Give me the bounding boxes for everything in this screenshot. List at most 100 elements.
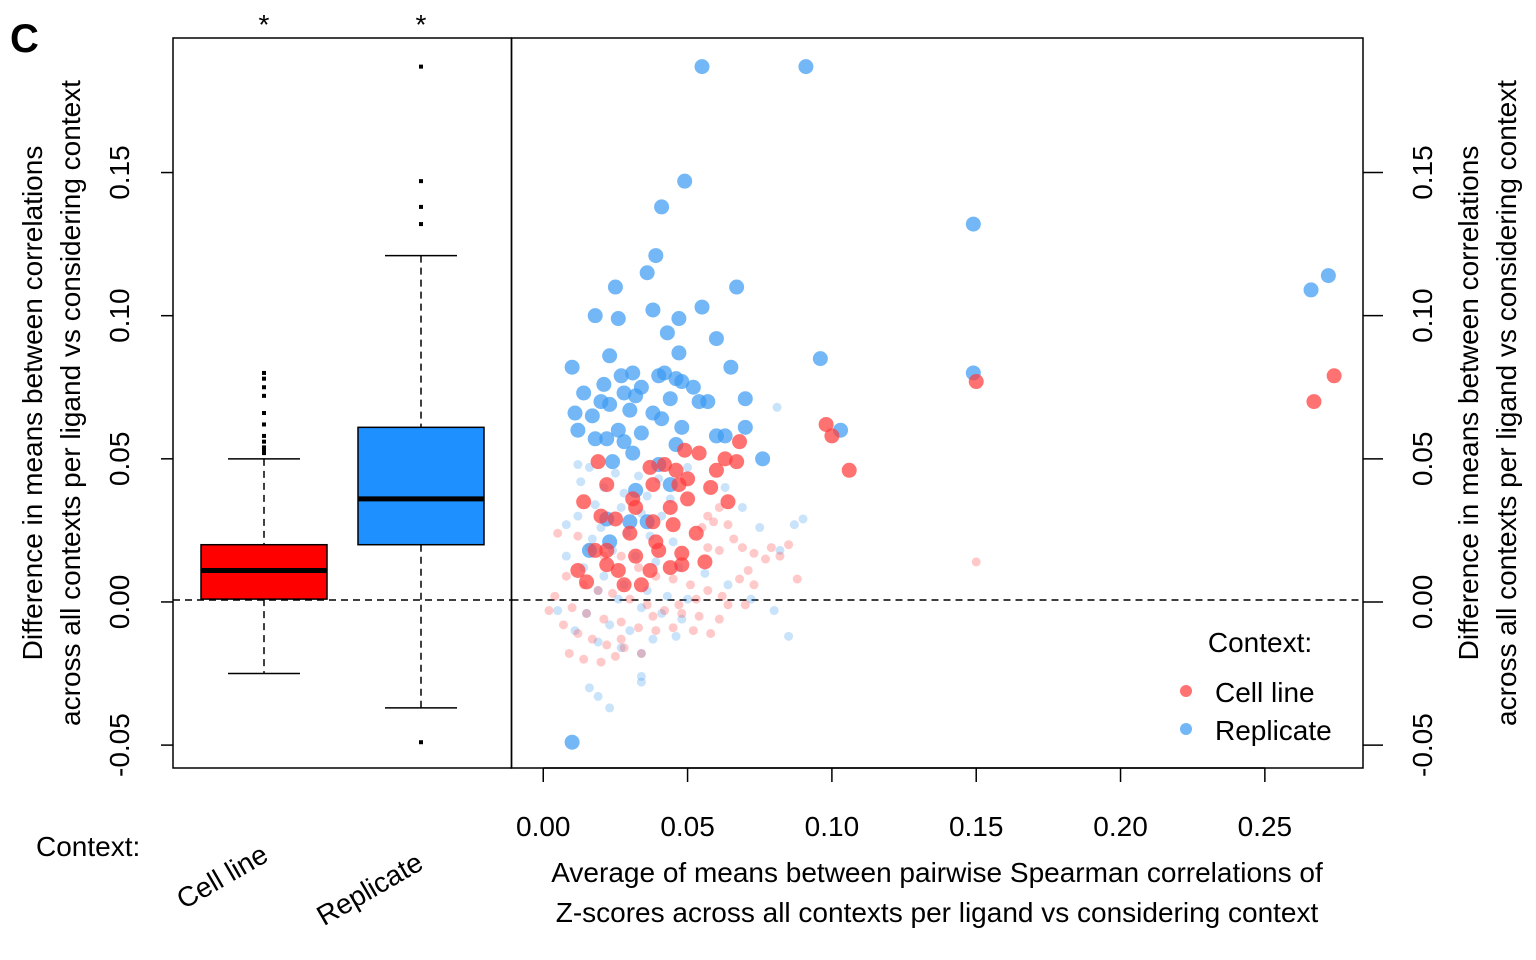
scatter-point-replicate bbox=[564, 359, 580, 375]
scatter-point-replicate bbox=[605, 703, 615, 713]
box-outlier bbox=[419, 740, 423, 745]
scatter-point-cell-line bbox=[616, 634, 626, 644]
right-y-tick-label: 0.15 bbox=[1407, 145, 1438, 200]
scatter-point-replicate bbox=[648, 634, 658, 644]
scatter-point-replicate bbox=[784, 631, 794, 641]
scatter-point-replicate bbox=[553, 606, 563, 616]
box-category-axis-title: Context: bbox=[36, 831, 140, 862]
box-outlier bbox=[262, 439, 266, 444]
scatter-point-replicate bbox=[662, 591, 672, 601]
right-y-axis-title: Difference in means between correlations… bbox=[1453, 80, 1522, 726]
scatter-point-replicate bbox=[607, 279, 623, 295]
scatter-point-cell-line bbox=[633, 577, 649, 593]
scatter-point-cell-line bbox=[625, 594, 635, 604]
panel-label: C bbox=[10, 17, 39, 61]
scatter-point-replicate bbox=[599, 571, 609, 581]
scatter-point-cell-line bbox=[602, 640, 612, 650]
scatter-point-cell-line bbox=[599, 614, 609, 624]
scatter-point-cell-line bbox=[567, 603, 577, 613]
scatter-point-replicate bbox=[587, 534, 597, 544]
scatter-point-replicate bbox=[622, 514, 638, 530]
scatter-point-cell-line bbox=[665, 517, 681, 533]
scatter-point-cell-line bbox=[729, 454, 745, 470]
box-categories: Cell line Replicate bbox=[171, 838, 428, 931]
legend: Context: Cell line Replicate bbox=[1180, 627, 1332, 746]
scatter-point-cell-line bbox=[616, 577, 632, 593]
scatter-point-cell-line bbox=[587, 542, 603, 558]
scatter-point-replicate bbox=[561, 551, 571, 561]
box-outlier bbox=[262, 422, 266, 427]
box-outlier bbox=[262, 376, 266, 381]
box-iqr bbox=[357, 426, 485, 546]
scatter-point-replicate bbox=[755, 523, 765, 533]
scatter-point-replicate bbox=[1303, 282, 1319, 298]
scatter-point-cell-line bbox=[703, 586, 713, 596]
scatter-point-replicate bbox=[599, 431, 615, 447]
scatter-point-replicate bbox=[737, 502, 747, 512]
scatter-point-cell-line bbox=[723, 520, 733, 530]
scatter-point-cell-line bbox=[743, 565, 753, 575]
legend-title: Context: bbox=[1208, 627, 1312, 658]
scatter-point-cell-line bbox=[573, 531, 583, 541]
scatter-point-cell-line bbox=[608, 588, 618, 598]
box-outlier bbox=[262, 393, 266, 398]
box-outlier bbox=[262, 411, 266, 416]
scatter-point-replicate bbox=[590, 500, 600, 510]
scatter-point-cell-line bbox=[737, 543, 747, 553]
scatter-point-replicate bbox=[789, 520, 799, 530]
scatter-point-cell-line bbox=[550, 591, 560, 601]
box-outlier bbox=[262, 370, 266, 375]
scatter-point-cell-line bbox=[619, 643, 629, 653]
scatter-point-cell-line bbox=[720, 494, 736, 510]
scatter-point-replicate bbox=[584, 408, 600, 424]
scatter-points bbox=[544, 59, 1342, 750]
scatter-point-replicate bbox=[636, 671, 646, 681]
scatter-point-replicate bbox=[602, 348, 618, 364]
scatter-point-cell-line bbox=[599, 477, 615, 493]
scatter-point-replicate bbox=[616, 643, 626, 653]
scatter-point-replicate bbox=[798, 59, 814, 75]
scatter-point-cell-line bbox=[703, 543, 713, 553]
scatter-point-replicate bbox=[616, 502, 626, 512]
scatter-point-cell-line bbox=[564, 648, 574, 658]
scatter-point-replicate bbox=[570, 422, 586, 438]
scatter-point-cell-line bbox=[668, 574, 678, 584]
scatter-point-cell-line bbox=[642, 600, 652, 610]
scatter-point-replicate bbox=[729, 279, 745, 295]
scatter-point-cell-line bbox=[688, 626, 698, 636]
left-y-axis-title-line-2: across all contexts per ligand vs consid… bbox=[55, 80, 86, 726]
right-y-tick-label: 0.05 bbox=[1407, 432, 1438, 487]
scatter-point-cell-line bbox=[576, 494, 592, 510]
scatter-point-replicate bbox=[596, 376, 612, 392]
scatter-point-replicate bbox=[610, 422, 626, 438]
scatter-point-replicate bbox=[584, 683, 594, 693]
scatter-point-replicate bbox=[616, 434, 632, 450]
scatter-point-replicate bbox=[700, 394, 716, 410]
box-outlier bbox=[262, 448, 266, 453]
scatter-point-cell-line bbox=[691, 445, 707, 461]
scatter-point-replicate bbox=[694, 299, 710, 315]
scatter-point-replicate bbox=[746, 594, 756, 604]
box-outlier bbox=[262, 385, 266, 390]
right-y-axis-title-line-2: across all contexts per ligand vs consid… bbox=[1491, 80, 1522, 726]
legend-marker bbox=[1180, 685, 1192, 697]
scatter-point-cell-line bbox=[634, 623, 644, 633]
scatter-point-replicate bbox=[610, 468, 620, 478]
scatter-point-cell-line bbox=[573, 628, 583, 638]
scatter-point-replicate bbox=[576, 477, 586, 487]
legend-label: Replicate bbox=[1215, 715, 1332, 746]
scatter-point-cell-line bbox=[968, 374, 984, 390]
scatter-point-cell-line bbox=[553, 528, 563, 538]
scatter-point-cell-line bbox=[761, 554, 771, 564]
box-plot-panel: -0.05 0.00 0.05 0.10 0.15 Difference in mean… bbox=[17, 9, 513, 932]
scatter-point-cell-line bbox=[579, 654, 589, 664]
scatter-point-cell-line bbox=[610, 562, 626, 578]
scatter-point-replicate bbox=[633, 425, 649, 441]
scatter-point-replicate bbox=[700, 568, 710, 578]
significance-marker: * bbox=[416, 9, 427, 40]
scatter-point-cell-line bbox=[706, 628, 716, 638]
scatter-point-cell-line bbox=[622, 525, 638, 541]
scatter-point-cell-line bbox=[642, 459, 658, 475]
scatter-point-cell-line bbox=[616, 551, 626, 561]
scatter-point-cell-line bbox=[818, 416, 834, 432]
